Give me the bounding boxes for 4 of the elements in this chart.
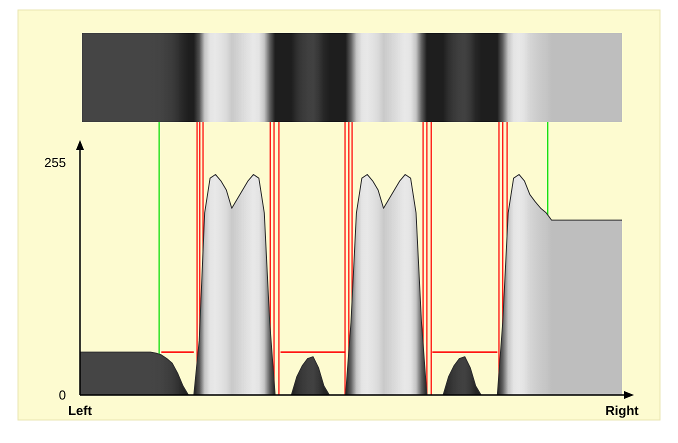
y-tick-label: 255 [44,155,66,170]
x-tick-label: Right [605,403,640,418]
x-tick-label: Left [68,403,93,418]
y-tick-label: 0 [58,388,66,403]
